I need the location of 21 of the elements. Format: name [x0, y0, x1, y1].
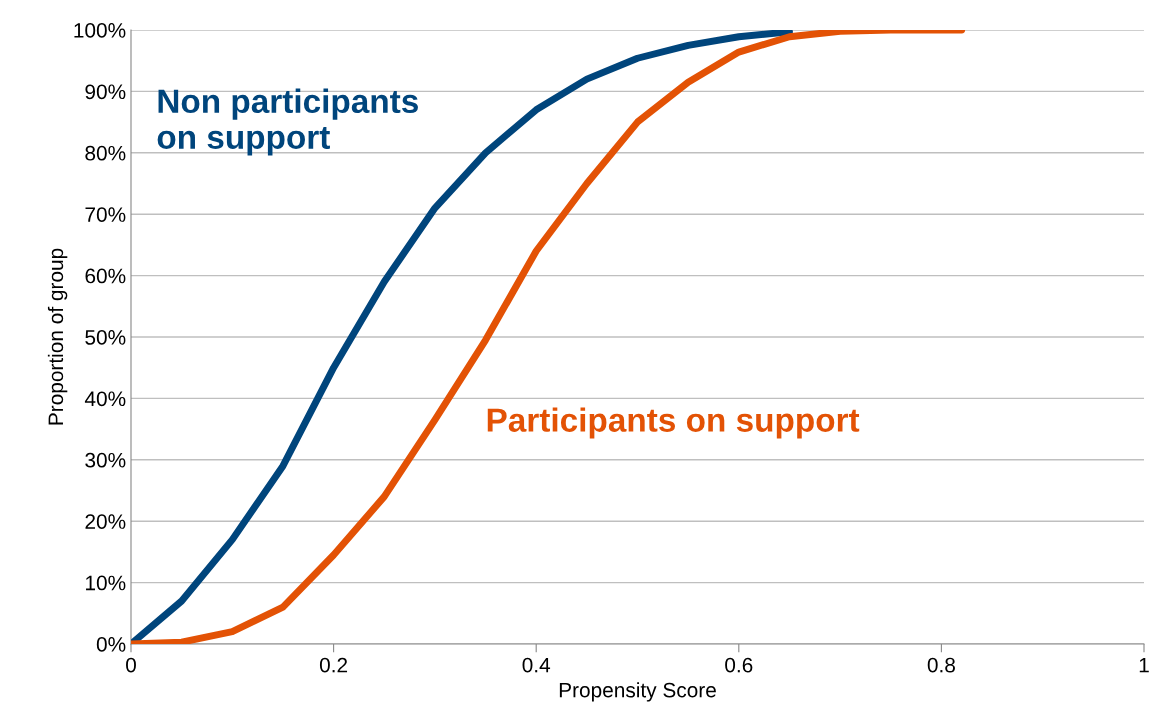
x-tick-label: 0.4 — [522, 657, 551, 673]
y-tick-label: 50% — [85, 330, 126, 345]
y-tick-label: 60% — [85, 268, 126, 284]
series-label: Non participants on support — [157, 88, 418, 156]
y-tick-label: 20% — [85, 514, 126, 529]
y-tick-label: 0% — [96, 637, 126, 652]
x-tick-label: 1 — [1139, 657, 1149, 673]
x-tick-label: 0.8 — [927, 657, 955, 673]
series-label: Participants on support — [487, 407, 860, 439]
y-tick-label: 80% — [85, 145, 126, 161]
x-tick-label: 0.2 — [319, 657, 348, 673]
y-tick-label: 30% — [85, 452, 126, 468]
y-tick-label: 10% — [86, 575, 126, 591]
y-tick-label: 70% — [85, 207, 126, 222]
y-tick-label: 100% — [74, 23, 126, 38]
y-axis-title: Proportion of group — [47, 248, 68, 425]
y-tick-label: 90% — [85, 84, 126, 100]
x-tick-label: 0.6 — [725, 657, 753, 673]
x-tick-label: 0 — [126, 657, 136, 673]
y-tick-label: 40% — [84, 391, 126, 407]
x-axis-title: Propensity Score — [559, 682, 716, 702]
